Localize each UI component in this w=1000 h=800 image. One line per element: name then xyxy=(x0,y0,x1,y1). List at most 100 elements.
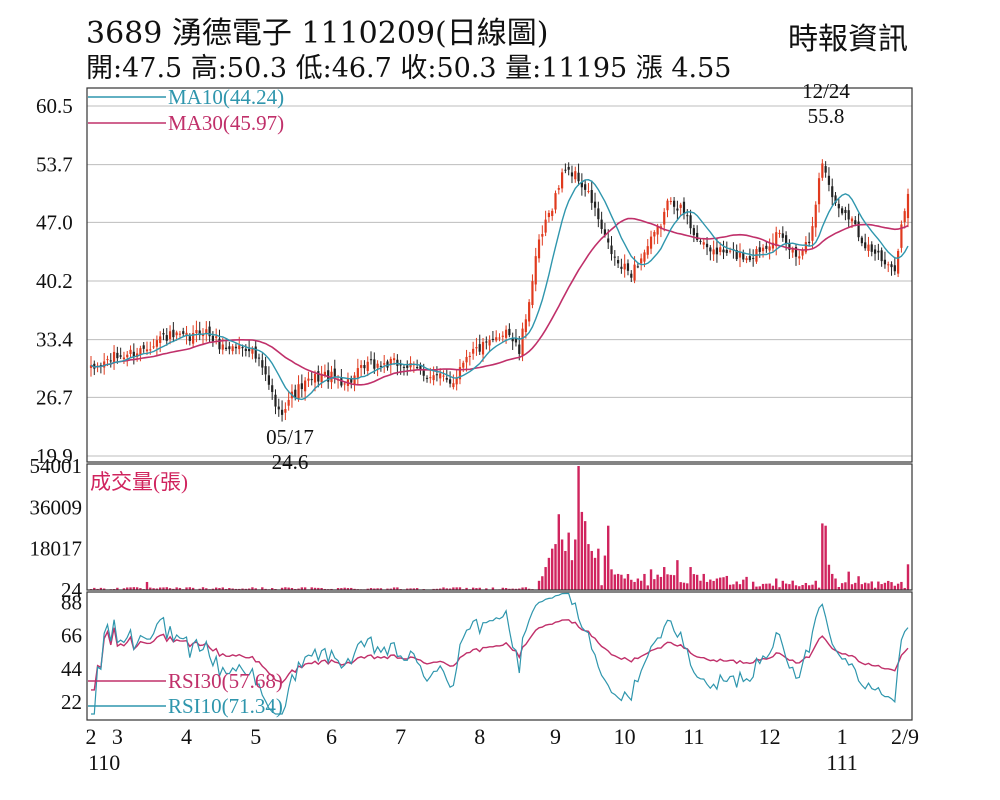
price-tick-label: 26.7 xyxy=(36,385,73,409)
volume-bar xyxy=(699,580,702,590)
candle-body xyxy=(887,264,890,266)
volume-bar xyxy=(491,587,495,590)
volume-bar xyxy=(564,550,567,590)
volume-bar xyxy=(251,587,254,590)
volume-bar xyxy=(458,587,462,590)
candle-body xyxy=(785,235,788,245)
candle-body xyxy=(570,172,574,177)
candle-body xyxy=(738,252,742,258)
candle-body xyxy=(808,241,811,244)
candle-body xyxy=(468,355,471,358)
volume-bar xyxy=(284,587,287,590)
volume-bar xyxy=(778,587,781,590)
candle-body xyxy=(472,348,475,354)
candle-body xyxy=(811,226,814,241)
volume-bar xyxy=(742,579,745,590)
candle-body xyxy=(521,328,524,356)
volume-bar xyxy=(198,588,201,590)
candle-body xyxy=(646,246,649,255)
candle-body xyxy=(261,360,264,368)
volume-bar xyxy=(221,587,224,590)
candle-body xyxy=(676,208,679,211)
volume-bar xyxy=(603,555,607,590)
candle-body xyxy=(501,335,504,337)
panel-frame xyxy=(86,591,913,721)
candle-body xyxy=(577,172,580,182)
volume-tick-label: 24 xyxy=(61,578,83,602)
volume-bar xyxy=(102,588,106,590)
candle-body xyxy=(313,373,317,383)
volume-bar xyxy=(369,588,373,590)
candle-body xyxy=(551,210,554,217)
volume-bar xyxy=(379,588,383,590)
volume-bar xyxy=(231,588,234,590)
volume-bar xyxy=(241,588,244,590)
volume-bar xyxy=(475,588,478,590)
candle-body xyxy=(906,193,910,219)
data-source: 時報資訊 xyxy=(788,22,908,57)
ma10-line xyxy=(90,178,909,401)
price-tick-label: 53.7 xyxy=(36,153,73,177)
volume-bar xyxy=(135,587,139,590)
candle-body xyxy=(340,377,343,386)
candle-body xyxy=(890,264,893,268)
volume-bar xyxy=(900,581,903,590)
candle-body xyxy=(814,204,817,228)
volume-bar xyxy=(788,584,791,590)
candle-body xyxy=(689,215,692,229)
candle-body xyxy=(775,232,778,247)
candle-body xyxy=(788,243,791,250)
volume-bar xyxy=(893,585,897,590)
candle-body xyxy=(817,178,821,205)
panel-frame xyxy=(86,87,913,463)
candle-body xyxy=(679,204,682,208)
candle-body xyxy=(831,186,834,198)
candle-body xyxy=(419,364,422,370)
candle-body xyxy=(649,236,653,249)
candle-body xyxy=(778,232,781,234)
candle-body xyxy=(873,249,877,254)
volume-bar xyxy=(620,574,623,590)
candle-body xyxy=(534,256,537,285)
candle-body xyxy=(218,338,221,350)
candle-body xyxy=(620,266,623,269)
volume-bar xyxy=(867,583,870,590)
volume-bar xyxy=(376,588,379,590)
volume-bar xyxy=(524,587,528,590)
volume-bar xyxy=(817,587,821,590)
candle-body xyxy=(192,332,195,344)
volume-bar xyxy=(656,574,659,590)
volume-bar xyxy=(406,588,409,590)
volume-bar xyxy=(580,511,584,590)
candle-body xyxy=(834,195,837,203)
candle-body xyxy=(379,365,383,367)
rsi-tick-label: 44 xyxy=(61,657,83,681)
volume-bar xyxy=(863,582,867,590)
candle-body xyxy=(603,229,607,236)
volume-bar xyxy=(521,587,524,590)
candle-body xyxy=(735,250,738,260)
volume-bar xyxy=(455,587,458,590)
x-tick-label: 11 xyxy=(683,724,704,749)
candle-body xyxy=(343,383,346,385)
candle-body xyxy=(781,233,784,238)
candle-body xyxy=(653,232,656,237)
candle-body xyxy=(195,330,198,333)
volume-bar xyxy=(547,557,551,590)
candle-body xyxy=(307,378,310,381)
candle-body xyxy=(827,175,831,185)
high-annotation-date: 12/24 xyxy=(802,79,850,103)
volume-bar xyxy=(804,582,808,590)
volume-bar xyxy=(310,587,313,590)
candle-body xyxy=(623,263,626,270)
volume-bar xyxy=(840,583,844,590)
x-tick-label: 6 xyxy=(326,724,337,749)
candle-body xyxy=(633,264,636,281)
volume-bar xyxy=(158,587,162,590)
candle-body xyxy=(254,346,257,359)
volume-bar xyxy=(775,578,778,590)
volume-bar xyxy=(649,569,653,590)
candle-body xyxy=(508,328,511,336)
candle-body xyxy=(267,375,270,385)
candle-body xyxy=(488,339,491,346)
